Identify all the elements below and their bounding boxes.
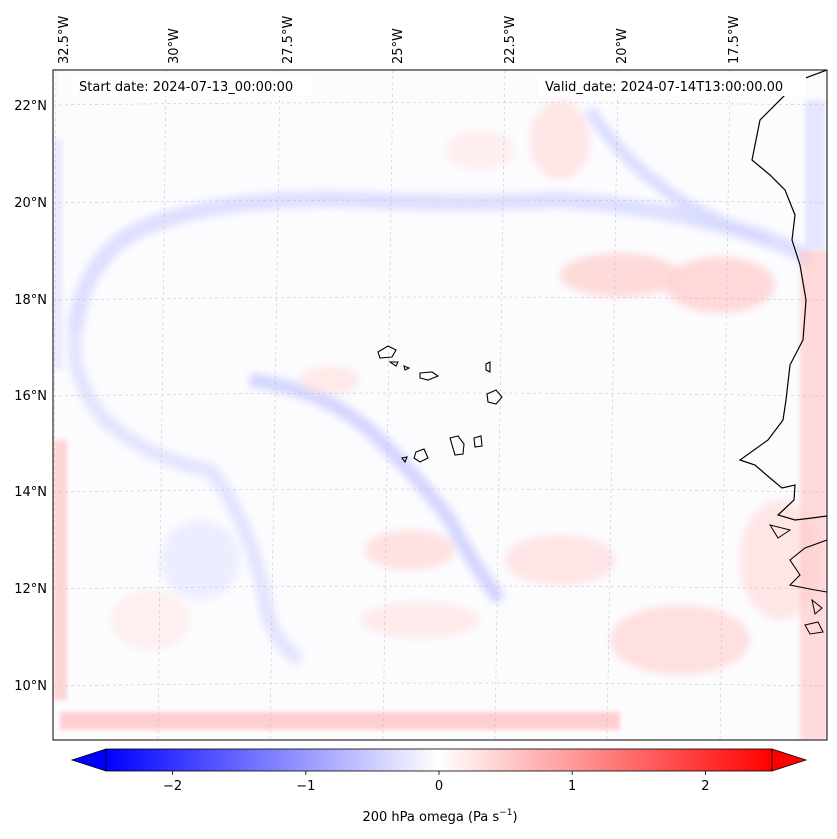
colorbar-label: 200 hPa omega (Pa s−1) <box>362 808 517 825</box>
lon-label: 17.5°W <box>727 16 742 64</box>
coastline-bissau-islands <box>768 524 824 635</box>
lon-label: 22.5°W <box>503 16 518 64</box>
east-boundary-strip <box>800 250 827 740</box>
map-area: Start date: 2024-07-13_00:00:00 Valid_da… <box>53 70 827 740</box>
valid-date-label: Valid_date: 2024-07-14T13:00:00.00 <box>545 80 783 95</box>
lon-label: 32.5°W <box>57 16 72 64</box>
lat-label: 16°N <box>14 389 47 404</box>
lat-label: 20°N <box>14 196 47 211</box>
colorbar-tick-label: 0 <box>435 779 443 794</box>
east-boundary-strip-upper <box>805 100 825 250</box>
coastline-guinea <box>788 539 827 593</box>
latitude-labels: 22°N 20°N 18°N 16°N 14°N 12°N 10°N <box>14 99 47 694</box>
lon-label: 30°W <box>167 28 182 64</box>
colorbar-extend-min <box>70 748 107 772</box>
lat-label: 14°N <box>14 485 47 500</box>
colorbar-ticks: −2 −1 0 1 2 <box>163 771 710 794</box>
colorbar-body <box>105 748 773 772</box>
map-frame <box>52 69 828 741</box>
south-boundary-strip <box>60 712 620 730</box>
valid-date-box <box>538 76 806 96</box>
colorbar: −2 −1 0 1 2 200 hPa omega (Pa s−1) <box>70 748 808 825</box>
coastline-africa <box>738 70 827 521</box>
lat-label: 10°N <box>14 679 47 694</box>
start-date-box <box>72 76 312 96</box>
colorbar-tick-label: −2 <box>163 779 182 794</box>
lon-label: 25°W <box>391 28 406 64</box>
cape-verde-islands <box>377 345 503 464</box>
lon-label: 27.5°W <box>281 16 296 64</box>
lat-label: 18°N <box>14 293 47 308</box>
lat-label: 22°N <box>14 99 47 114</box>
colorbar-extend-max <box>771 748 808 772</box>
lon-label: 20°W <box>615 28 630 64</box>
colorbar-tick-label: 2 <box>701 779 709 794</box>
start-date-label: Start date: 2024-07-13_00:00:00 <box>79 80 293 95</box>
west-boundary-strip-upper <box>53 140 63 370</box>
colorbar-tick-label: −1 <box>296 779 315 794</box>
colorbar-tick-label: 1 <box>568 779 576 794</box>
lat-label: 12°N <box>14 582 47 597</box>
longitude-labels: 32.5°W 30°W 27.5°W 25°W 22.5°W 20°W 17.5… <box>57 16 742 64</box>
west-boundary-strip <box>53 440 67 700</box>
